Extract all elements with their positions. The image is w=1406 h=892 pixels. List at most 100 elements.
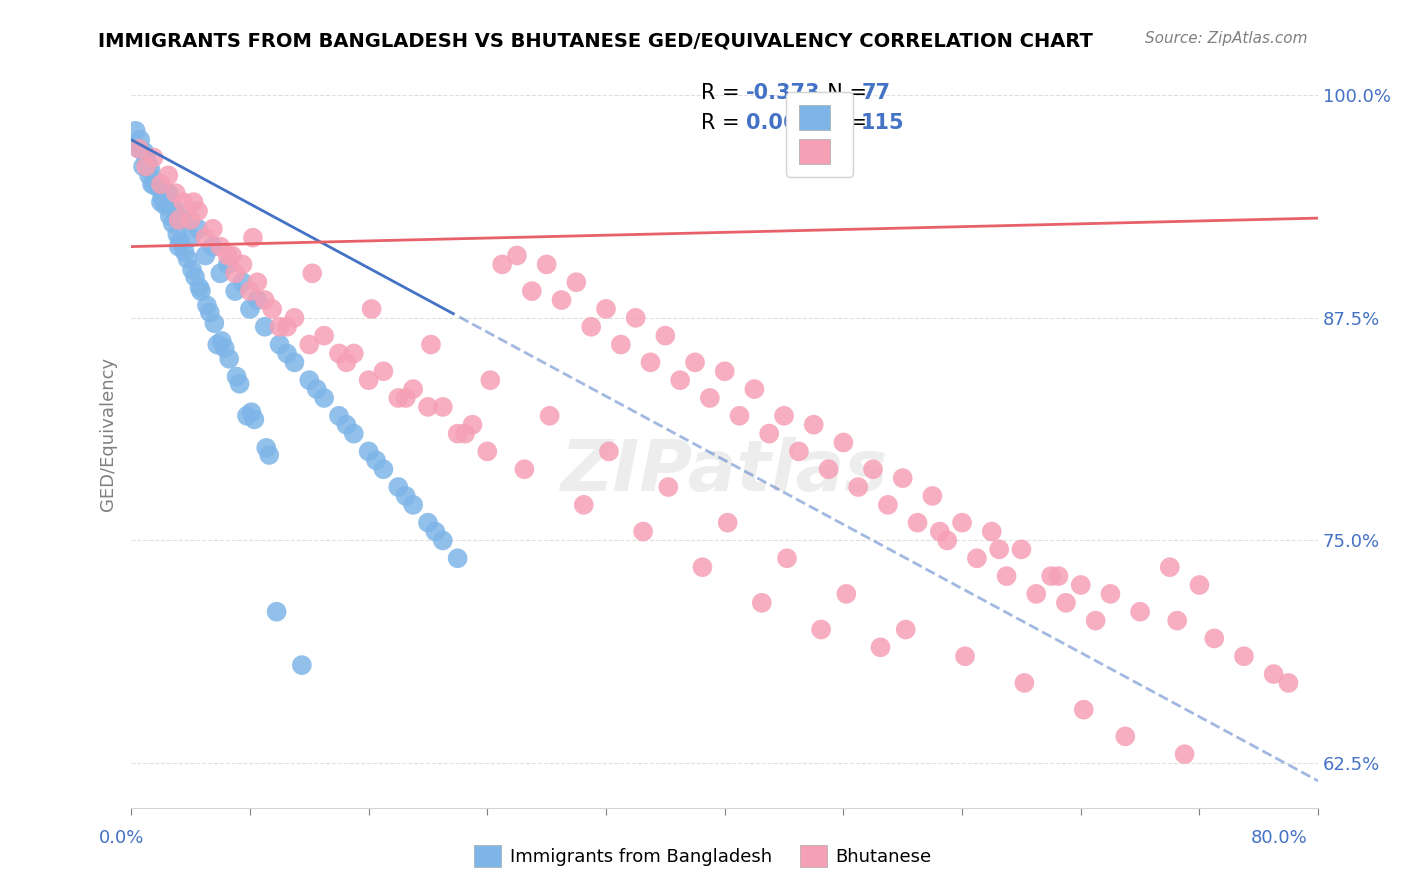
- Point: [149, 195, 172, 210]
- Point: [283, 310, 305, 325]
- Point: [624, 310, 647, 325]
- Point: [640, 355, 662, 369]
- Text: 80.0%: 80.0%: [1251, 829, 1308, 847]
- Point: [692, 560, 714, 574]
- Point: [1073, 703, 1095, 717]
- Point: [1233, 649, 1256, 664]
- Text: 0.0%: 0.0%: [98, 829, 143, 847]
- Point: [810, 623, 832, 637]
- Point: [610, 337, 633, 351]
- Point: [1188, 578, 1211, 592]
- Point: [246, 275, 269, 289]
- Point: [195, 298, 218, 312]
- Point: [832, 435, 855, 450]
- Point: [257, 448, 280, 462]
- Point: [298, 337, 321, 351]
- Point: [146, 181, 169, 195]
- Point: [180, 213, 202, 227]
- Point: [1099, 587, 1122, 601]
- Point: [231, 275, 253, 289]
- Point: [141, 178, 163, 192]
- Point: [301, 266, 323, 280]
- Point: [172, 195, 194, 210]
- Point: [506, 248, 529, 262]
- Point: [132, 160, 155, 174]
- Point: [253, 293, 276, 307]
- Point: [536, 257, 558, 271]
- Point: [862, 462, 884, 476]
- Point: [1204, 632, 1226, 646]
- Point: [129, 133, 152, 147]
- Point: [169, 234, 191, 248]
- Point: [269, 319, 291, 334]
- Point: [262, 301, 284, 316]
- Point: [167, 239, 190, 253]
- Point: [239, 301, 262, 316]
- Point: [550, 293, 572, 307]
- Point: [1166, 614, 1188, 628]
- Point: [211, 334, 233, 348]
- Point: [198, 305, 221, 319]
- Point: [181, 262, 204, 277]
- Point: [218, 351, 240, 366]
- Point: [172, 213, 194, 227]
- Point: [395, 489, 418, 503]
- Point: [579, 319, 602, 334]
- Point: [134, 145, 156, 160]
- Point: [298, 373, 321, 387]
- Point: [654, 328, 676, 343]
- Point: [595, 301, 617, 316]
- Point: [266, 605, 288, 619]
- Point: [1277, 676, 1299, 690]
- Text: -0.373: -0.373: [747, 83, 821, 103]
- Point: [202, 316, 225, 330]
- Point: [631, 524, 654, 539]
- Point: [283, 355, 305, 369]
- Point: [269, 337, 291, 351]
- Point: [243, 412, 266, 426]
- Point: [343, 346, 366, 360]
- Point: [803, 417, 825, 432]
- Point: [314, 391, 336, 405]
- Point: [139, 163, 162, 178]
- Point: [184, 269, 207, 284]
- Point: [188, 280, 211, 294]
- Point: [335, 417, 357, 432]
- Point: [228, 376, 250, 391]
- Point: [224, 266, 246, 280]
- Point: [157, 169, 180, 183]
- Point: [683, 355, 706, 369]
- Point: [491, 257, 513, 271]
- Point: [180, 230, 202, 244]
- Point: [966, 551, 988, 566]
- Y-axis label: GED/Equivalency: GED/Equivalency: [100, 357, 117, 511]
- Point: [520, 284, 543, 298]
- Point: [176, 252, 198, 266]
- Point: [201, 221, 224, 235]
- Text: N =: N =: [814, 113, 873, 133]
- Point: [157, 186, 180, 201]
- Point: [165, 186, 187, 201]
- Point: [995, 569, 1018, 583]
- Point: [242, 230, 264, 244]
- Point: [159, 210, 181, 224]
- Point: [751, 596, 773, 610]
- Point: [187, 221, 209, 235]
- Point: [598, 444, 620, 458]
- Point: [239, 284, 262, 298]
- Point: [921, 489, 943, 503]
- Point: [835, 587, 858, 601]
- Point: [953, 649, 976, 664]
- Point: [209, 266, 232, 280]
- Point: [432, 400, 454, 414]
- Point: [1129, 605, 1152, 619]
- Point: [136, 156, 159, 170]
- Point: [373, 364, 395, 378]
- Point: [728, 409, 751, 423]
- Point: [699, 391, 721, 405]
- Legend: Immigrants from Bangladesh, Bhutanese: Immigrants from Bangladesh, Bhutanese: [467, 838, 939, 874]
- Point: [328, 409, 350, 423]
- Point: [217, 248, 239, 262]
- Point: [928, 524, 950, 539]
- Point: [149, 178, 172, 192]
